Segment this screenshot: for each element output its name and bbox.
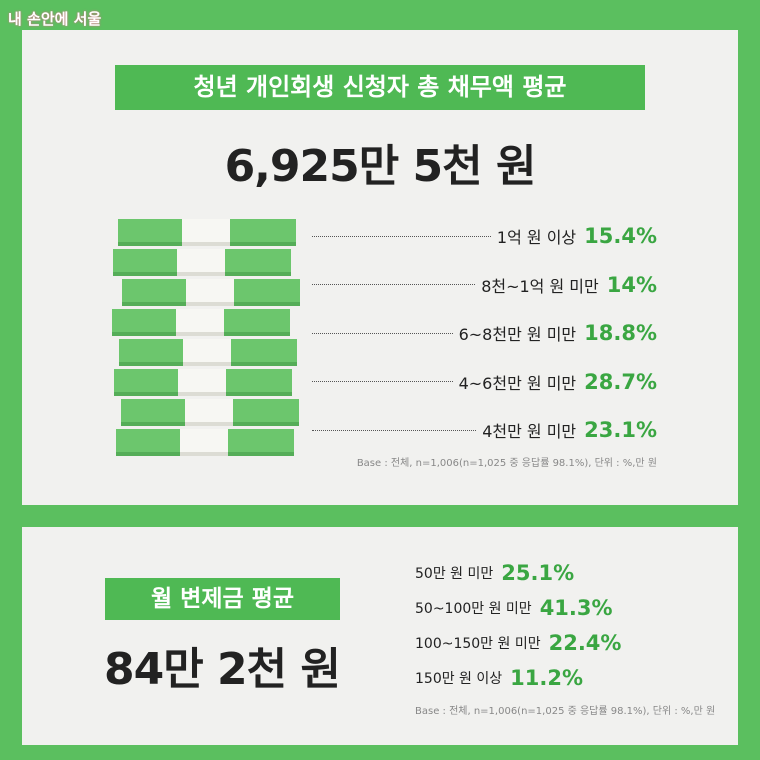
bill: [112, 309, 176, 336]
bill: [114, 369, 178, 396]
leader-line: [312, 381, 453, 382]
bill: [119, 339, 183, 366]
bill-edge: [231, 362, 297, 366]
bill-edge: [114, 392, 178, 396]
bill-edge: [228, 452, 294, 456]
debt-panel: 청년 개인회생 신청자 총 채무액 평균 6,925만 5천 원 1억 원 이상…: [22, 30, 738, 505]
bill: [230, 219, 296, 246]
row-value: 11.2%: [510, 666, 584, 690]
bill-edge: [185, 422, 233, 426]
debt-title: 청년 개인회생 신청자 총 채무액 평균: [115, 65, 645, 110]
debt-amount: 6,925만 5천 원: [224, 141, 537, 192]
row-value: 23.1%: [584, 418, 657, 442]
money-stack: [112, 219, 300, 456]
bill-edge: [122, 302, 186, 306]
monthly-row: 150만 원 이상 11.2%: [415, 663, 583, 693]
bill: [121, 399, 185, 426]
bill-edge: [177, 272, 225, 276]
row-value: 14%: [606, 272, 657, 297]
bill: [228, 429, 294, 456]
leader-line: [312, 235, 491, 237]
debt-row: 8천~1억 원 미만 14%: [312, 269, 657, 301]
bill: [113, 249, 177, 276]
bill: [185, 399, 233, 426]
bill: [118, 219, 182, 246]
brand: 내 손안에 서울: [8, 10, 102, 28]
bill: [233, 399, 299, 426]
debt-row: 1억 원 이상 15.4%: [312, 220, 657, 252]
bill: [122, 279, 186, 306]
bill-edge: [112, 332, 176, 336]
bill-edge: [121, 422, 185, 426]
bill: [182, 219, 230, 246]
bill: [231, 339, 297, 366]
bill-edge: [183, 362, 231, 366]
monthly-title: 월 변제금 평균: [105, 578, 340, 620]
row-value: 15.4%: [584, 224, 657, 248]
bill-edge: [116, 452, 180, 456]
monthly-panel: 월 변제금 평균 84만 2천 원 50만 원 미만 25.1% 50~100만 원…: [22, 527, 738, 745]
bill: [186, 279, 234, 306]
row-label: 50~100만 원 미만: [415, 601, 532, 617]
bill: [224, 309, 290, 336]
bill-edge: [233, 422, 299, 426]
row-value: 41.3%: [539, 596, 613, 620]
debt-note: Base : 전체, n=1,006(n=1,025 중 응답률 98.1%),…: [356, 458, 657, 469]
bill-edge: [118, 242, 182, 246]
bill: [176, 309, 224, 336]
bill-edge: [182, 242, 230, 246]
bill-edge: [113, 272, 177, 276]
row-label: 6~8천만 원 미만: [458, 325, 577, 344]
row-label: 4천만 원 미만: [482, 422, 577, 441]
row-label: 150만 원 이상: [415, 671, 503, 687]
bill-edge: [178, 392, 226, 396]
monthly-row: 50만 원 미만 25.1%: [415, 558, 574, 588]
bill: [183, 339, 231, 366]
row-label: 4~6천만 원 미만: [458, 373, 577, 393]
bill: [225, 249, 291, 276]
row-label: 100~150만 원 미만: [415, 636, 541, 652]
bill: [234, 279, 300, 306]
leader-line: [312, 284, 476, 285]
monthly-amount: 84만 2천 원: [104, 644, 341, 695]
row-label: 50만 원 미만: [415, 566, 494, 582]
row-label: 1억 원 이상: [496, 228, 577, 247]
row-value: 28.7%: [584, 369, 657, 394]
monthly-row: 100~150만 원 미만 22.4%: [415, 628, 621, 658]
row-value: 22.4%: [548, 631, 622, 655]
row-value: 18.8%: [584, 321, 657, 345]
debt-row: 6~8천만 원 미만 18.8%: [312, 317, 657, 349]
bill: [116, 429, 180, 456]
bill-edge: [186, 302, 234, 306]
bill-edge: [230, 242, 296, 246]
row-label: 8천~1억 원 미만: [481, 276, 599, 296]
monthly-row: 50~100만 원 미만 41.3%: [415, 593, 613, 623]
row-value: 25.1%: [501, 561, 575, 585]
bill-edge: [180, 452, 228, 456]
bill: [177, 249, 225, 276]
bill: [178, 369, 226, 396]
bill: [226, 369, 292, 396]
bill: [180, 429, 228, 456]
bill-edge: [234, 302, 300, 306]
leader-line: [312, 332, 453, 334]
bill-edge: [119, 362, 183, 366]
bill-edge: [225, 272, 291, 276]
leader-line: [312, 429, 477, 431]
bill-edge: [176, 332, 224, 336]
monthly-note: Base : 전체, n=1,006(n=1,025 중 응답률 98.1%),…: [415, 706, 716, 717]
debt-row: 4천만 원 미만 23.1%: [312, 414, 657, 446]
bill-edge: [226, 392, 292, 396]
debt-row: 4~6천만 원 미만 28.7%: [312, 366, 657, 398]
bill-edge: [224, 332, 290, 336]
